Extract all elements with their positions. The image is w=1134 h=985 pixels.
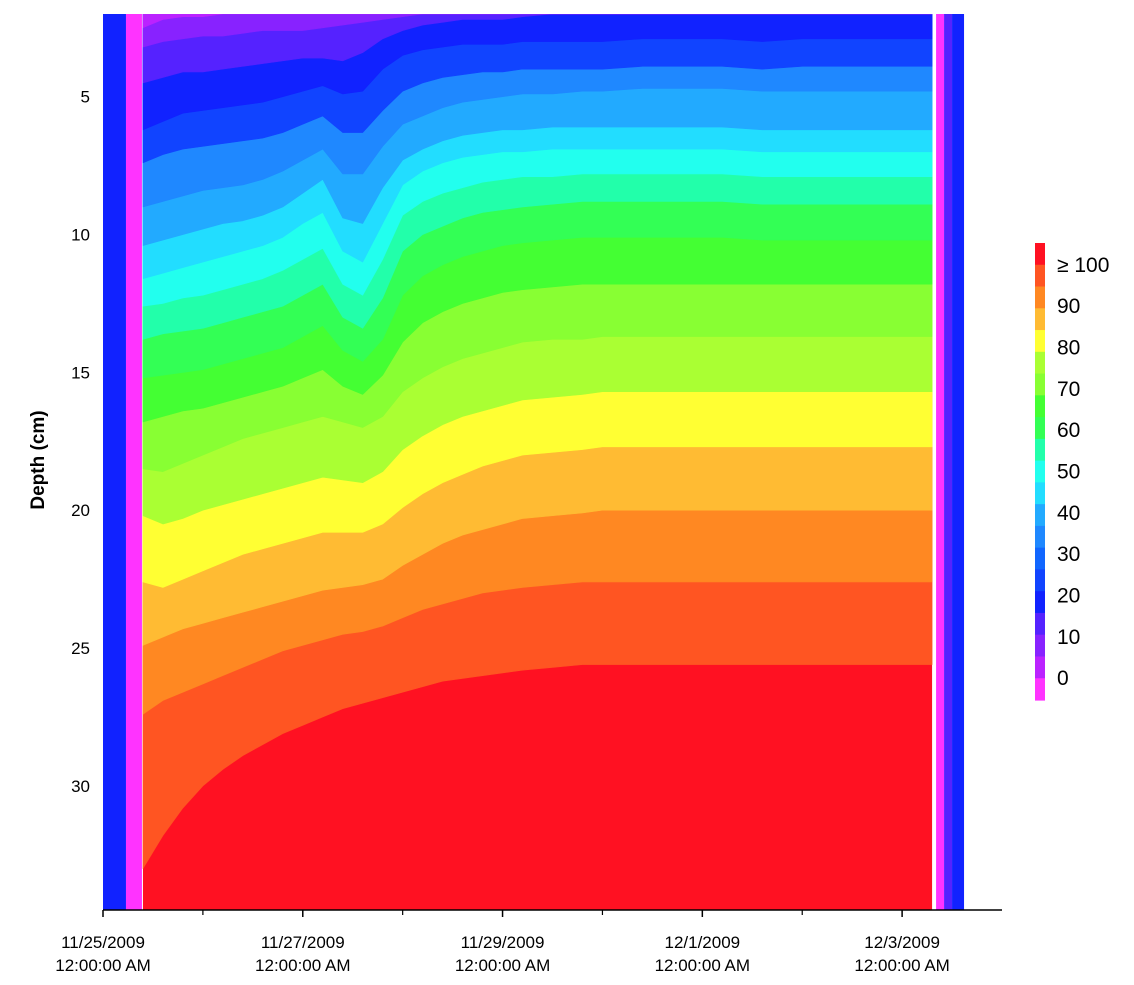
colorbar-legend: ≥ 100 90 80 70 60 50 40 30 20 10 0 [1035, 243, 1109, 701]
legend-swatch [1035, 395, 1045, 418]
legend-label: 90 [1057, 295, 1080, 318]
legend-swatch [1035, 373, 1045, 396]
y-tick-label: 5 [81, 88, 90, 107]
legend-swatch [1035, 569, 1045, 592]
legend-swatch [1035, 612, 1045, 636]
y-tick-label: 20 [71, 501, 90, 520]
legend-swatch [1035, 525, 1045, 549]
x-tick-label-date: 11/27/2009 [261, 933, 345, 952]
legend-swatch [1035, 351, 1045, 375]
legend-label: 70 [1057, 378, 1080, 401]
legend-label: 20 [1057, 585, 1080, 608]
contour-band-1 [142, 14, 933, 48]
edge-column-4 [952, 14, 965, 910]
legend-swatch [1035, 504, 1045, 527]
contour-band-2 [142, 14, 933, 84]
legend-label: 10 [1057, 626, 1080, 649]
legend-swatch [1035, 656, 1045, 679]
y-ticks: 5 10 15 20 25 30 [71, 88, 90, 796]
x-tick-label-date: 12/1/2009 [665, 933, 741, 952]
legend-swatch [1035, 460, 1045, 483]
legend-swatch [1035, 417, 1045, 440]
legend-swatch [1035, 308, 1045, 331]
y-tick-label: 10 [71, 226, 90, 245]
legend-label: 80 [1057, 336, 1080, 359]
edge-column-2 [936, 14, 945, 910]
edge-column-3 [944, 14, 953, 910]
legend-label: ≥ 100 [1057, 254, 1109, 277]
legend-swatch [1035, 634, 1045, 658]
y-axis-title: Depth (cm) [28, 410, 49, 509]
legend-label: 30 [1057, 543, 1080, 566]
legend-swatch [1035, 330, 1045, 353]
x-tick-label-date: 11/29/2009 [461, 933, 545, 952]
legend-swatch [1035, 547, 1045, 571]
plot-area [103, 14, 965, 910]
y-tick-label: 25 [71, 639, 90, 658]
legend-label: 40 [1057, 502, 1080, 525]
legend-label: 50 [1057, 461, 1080, 484]
legend-swatch [1035, 286, 1045, 309]
legend-label: 60 [1057, 419, 1080, 442]
x-tick-label-date: 12/3/2009 [864, 933, 940, 952]
x-tick-label-time: 12:00:00 AM [854, 956, 949, 975]
x-tick-label-time: 12:00:00 AM [55, 956, 150, 975]
legend-swatch [1035, 591, 1045, 614]
legend-swatch [1035, 438, 1045, 462]
legend-swatch [1035, 243, 1045, 266]
x-tick-label-time: 12:00:00 AM [655, 956, 750, 975]
x-tick-label-time: 12:00:00 AM [255, 956, 350, 975]
legend-swatch [1035, 264, 1045, 288]
legend-label: 0 [1057, 667, 1069, 690]
edge-column-0 [103, 14, 126, 910]
legend-swatch [1035, 482, 1045, 505]
x-tick-label-time: 12:00:00 AM [455, 956, 550, 975]
x-tick-label-date: 11/25/2009 [61, 933, 145, 952]
y-tick-label: 15 [71, 363, 90, 382]
legend-swatch [1035, 678, 1045, 701]
y-tick-label: 30 [71, 777, 90, 796]
x-ticks: 11/25/2009 12:00:00 AM 11/27/2009 12:00:00 … [55, 910, 950, 975]
edge-column-1 [125, 14, 142, 910]
